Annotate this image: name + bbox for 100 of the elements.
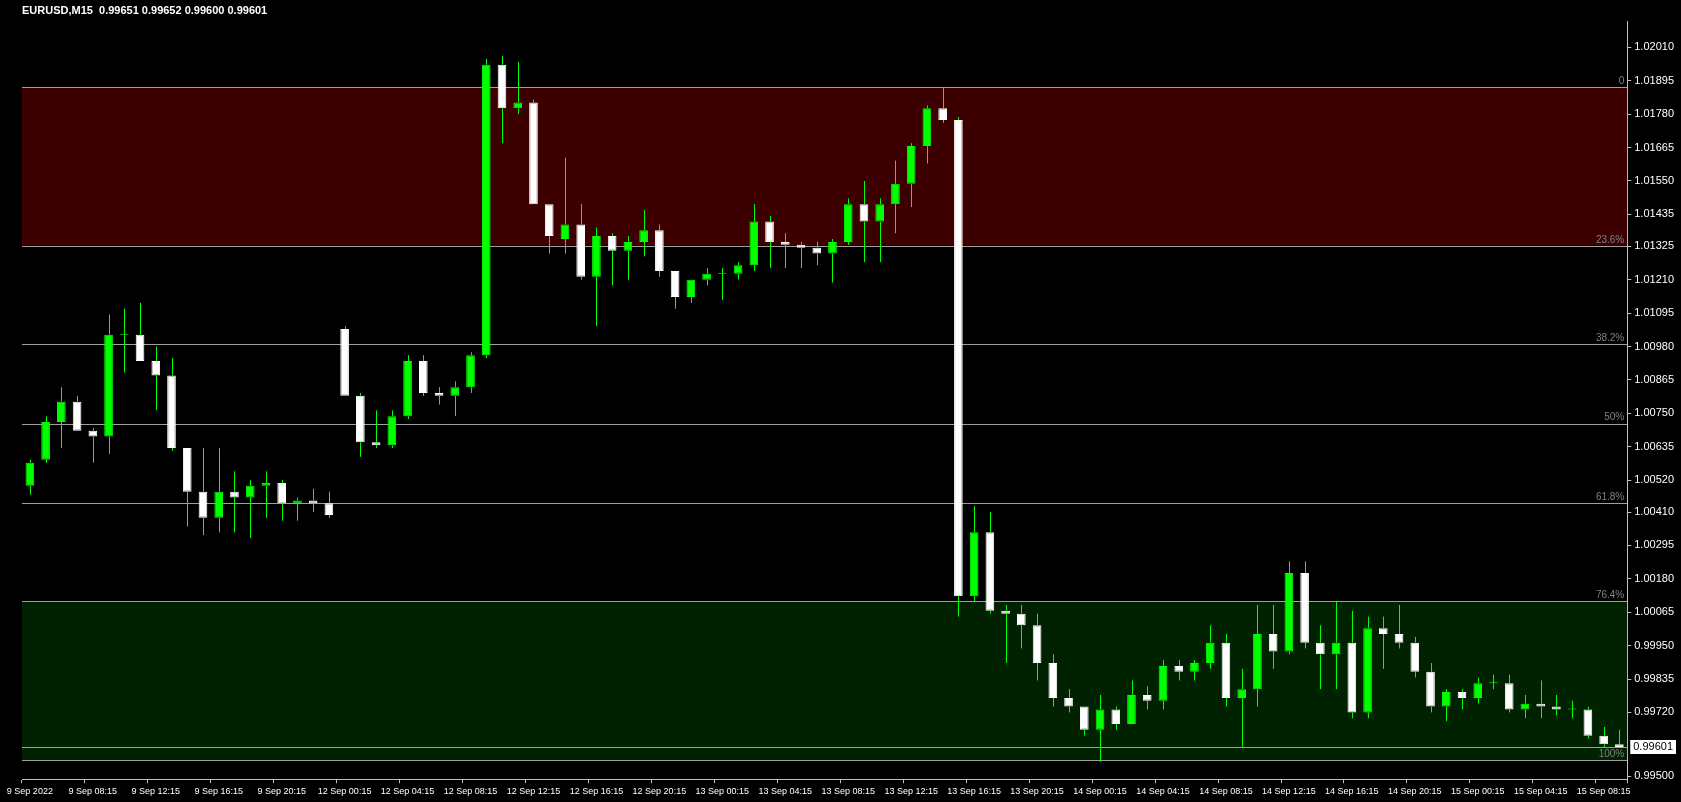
y-tick-label: 1.00980 bbox=[1634, 339, 1674, 352]
candlestick bbox=[1457, 688, 1467, 710]
candlestick bbox=[403, 354, 412, 420]
annotation: 50% bbox=[1604, 411, 1625, 423]
candlestick bbox=[481, 58, 491, 359]
candlestick bbox=[277, 479, 286, 522]
y-tick-label: 1.00520 bbox=[1634, 473, 1674, 486]
x-tick-label: 9 Sep 2022 bbox=[6, 786, 53, 797]
y-tick-label: 1.01210 bbox=[1634, 272, 1674, 285]
x-tick-label: 14 Sep 00:15 bbox=[1073, 786, 1127, 797]
candlestick bbox=[1363, 616, 1372, 719]
candlestick bbox=[1174, 659, 1184, 681]
chart-title: EURUSD,M15 0.99651 0.99652 0.99600 0.99601 bbox=[22, 3, 268, 16]
x-tick-label: 12 Sep 00:15 bbox=[317, 786, 372, 797]
candlestick bbox=[1536, 679, 1546, 719]
candlestick bbox=[1378, 616, 1388, 670]
annotation: 38.2% bbox=[1595, 332, 1625, 344]
x-tick-label: 14 Sep 08:15 bbox=[1199, 786, 1253, 797]
candlestick bbox=[371, 409, 381, 449]
y-tick-label: 1.01325 bbox=[1634, 239, 1674, 252]
x-tick-label: 13 Sep 16:15 bbox=[947, 786, 1001, 797]
candlestick bbox=[1048, 653, 1058, 708]
candlestick bbox=[1095, 694, 1105, 763]
candlestick bbox=[324, 491, 334, 519]
ref-line-label: 0.99601 bbox=[1633, 739, 1673, 752]
candlestick bbox=[182, 448, 192, 528]
candlestick bbox=[922, 104, 932, 165]
y-tick-label: 1.00180 bbox=[1634, 571, 1674, 584]
candlestick bbox=[104, 314, 113, 455]
candlestick bbox=[88, 427, 98, 464]
candlestick bbox=[1615, 729, 1624, 747]
candlestick bbox=[544, 204, 554, 255]
y-tick-label: 0.99720 bbox=[1634, 705, 1674, 718]
annotation: 61.8% bbox=[1595, 490, 1625, 502]
y-tick-label: 1.01665 bbox=[1634, 140, 1674, 153]
candlestick bbox=[1300, 560, 1309, 650]
x-tick-label: 13 Sep 04:15 bbox=[758, 786, 813, 797]
x-tick-label: 12 Sep 16:15 bbox=[569, 786, 624, 797]
y-tick-label: 1.00865 bbox=[1634, 372, 1674, 385]
candlestick bbox=[607, 232, 617, 286]
candlestick bbox=[702, 267, 711, 286]
y-tick-label: 1.00635 bbox=[1634, 439, 1674, 452]
y-tick-label: 1.00065 bbox=[1634, 605, 1674, 618]
x-tick-label: 9 Sep 12:15 bbox=[131, 786, 181, 797]
x-tick-label: 13 Sep 12:15 bbox=[884, 786, 938, 797]
candlestick bbox=[1473, 677, 1483, 705]
y-tick-label: 1.01435 bbox=[1634, 207, 1674, 220]
candlestick bbox=[434, 386, 444, 406]
candlestick bbox=[1504, 674, 1514, 713]
candlestick bbox=[1032, 613, 1042, 681]
x-tick-label: 13 Sep 08:15 bbox=[821, 786, 876, 797]
candlestick bbox=[340, 325, 349, 396]
candlestick bbox=[875, 197, 885, 263]
candlestick bbox=[623, 235, 633, 281]
candlestick bbox=[954, 116, 963, 618]
annotation: 23.6% bbox=[1595, 234, 1625, 246]
x-tick-label: 15 Sep 08:15 bbox=[1576, 786, 1631, 797]
candlestick bbox=[576, 203, 586, 281]
candlestick bbox=[387, 409, 397, 449]
candlestick bbox=[796, 241, 806, 269]
x-tick-label: 9 Sep 20:15 bbox=[257, 786, 306, 797]
x-tick-label: 14 Sep 04:15 bbox=[1136, 786, 1190, 797]
candlestick bbox=[167, 357, 176, 452]
x-tick-label: 13 Sep 00:15 bbox=[695, 786, 750, 797]
candlestick bbox=[592, 226, 601, 327]
candlestick bbox=[985, 511, 995, 615]
candlestick bbox=[57, 386, 66, 449]
candlestick bbox=[1079, 706, 1089, 737]
candlestick bbox=[1410, 636, 1420, 679]
candlestick bbox=[214, 447, 224, 533]
x-tick-label: 14 Sep 20:15 bbox=[1388, 786, 1442, 797]
y-tick-label: 1.01780 bbox=[1634, 107, 1674, 120]
candlestick bbox=[1205, 624, 1215, 670]
candlestick bbox=[529, 99, 538, 205]
y-tick-label: 1.01895 bbox=[1634, 73, 1674, 86]
candlestick bbox=[891, 160, 900, 234]
candlestick bbox=[1253, 604, 1262, 708]
annotation: 100% bbox=[1598, 747, 1625, 759]
candlestick bbox=[151, 345, 161, 411]
candlestick bbox=[466, 351, 475, 394]
x-tick-label: 15 Sep 04:15 bbox=[1513, 786, 1568, 797]
candlestick bbox=[308, 488, 318, 513]
candlestick bbox=[655, 224, 664, 278]
x-tick-label: 9 Sep 08:15 bbox=[68, 786, 118, 797]
y-tick-label: 1.01550 bbox=[1634, 173, 1674, 186]
candlestick bbox=[843, 197, 853, 246]
annotation: 0 bbox=[1618, 75, 1625, 87]
candlestick bbox=[780, 232, 790, 269]
candlestick bbox=[293, 496, 302, 522]
y-tick-label: 1.00295 bbox=[1634, 538, 1674, 551]
y-tick-label: 1.01095 bbox=[1634, 306, 1674, 319]
x-tick-label: 14 Sep 12:15 bbox=[1262, 786, 1316, 797]
y-tick-label: 0.99500 bbox=[1634, 769, 1674, 782]
candlestick bbox=[1394, 604, 1404, 650]
candlestick bbox=[859, 180, 869, 263]
candlestick bbox=[969, 505, 979, 603]
y-tick-label: 0.99950 bbox=[1634, 638, 1674, 651]
y-tick-label: 1.00750 bbox=[1634, 406, 1674, 419]
candlestick bbox=[1441, 688, 1451, 722]
candlestick bbox=[749, 203, 759, 272]
